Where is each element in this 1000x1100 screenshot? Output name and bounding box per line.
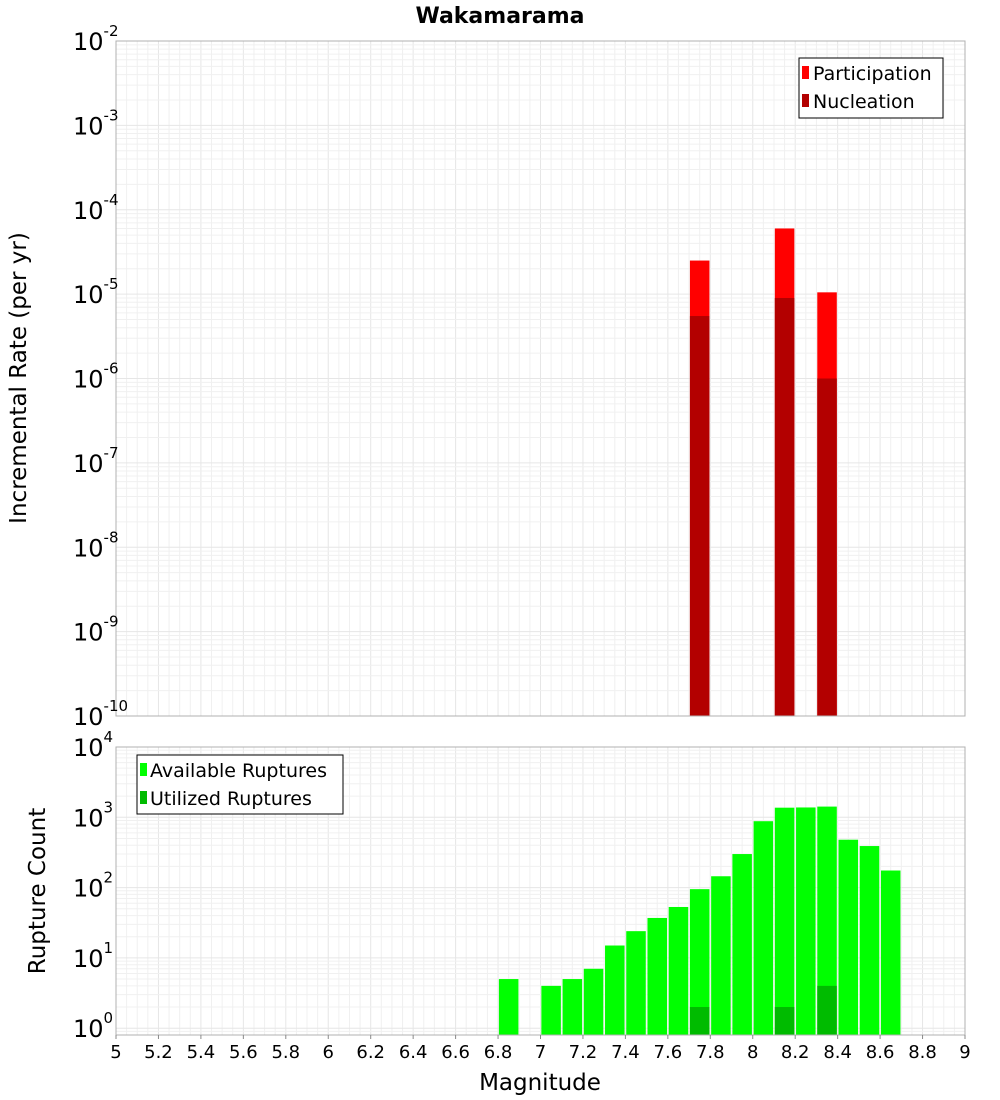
rate-y-axis-label: Incremental Rate (per yr) xyxy=(6,232,32,524)
available-ruptures-bar xyxy=(647,917,668,1035)
rate-y-tick-exponent: -2 xyxy=(104,22,119,40)
rate-legend-box xyxy=(798,57,944,119)
available-ruptures-bar xyxy=(498,979,519,1035)
rate-y-tick-label: 10-9 xyxy=(73,613,119,647)
count-y-tick-exponent: 1 xyxy=(104,939,114,957)
available-ruptures-bar xyxy=(880,870,901,1035)
count-y-tick-exponent: 2 xyxy=(104,869,114,887)
rate-y-tick-exponent: -6 xyxy=(104,360,119,378)
available-ruptures-bar xyxy=(583,968,604,1035)
count-y-tick-label: 102 xyxy=(73,869,113,903)
x-tick-label: 8.6 xyxy=(866,1042,895,1063)
x-tick-label: 6.2 xyxy=(356,1042,385,1063)
x-tick-label: 8.2 xyxy=(781,1042,810,1063)
count-y-tick-label: 104 xyxy=(73,728,113,762)
available-ruptures-bar xyxy=(562,979,583,1035)
count-y-tick-label: 101 xyxy=(73,939,113,973)
available-ruptures-bar xyxy=(668,906,689,1035)
rate-y-tick-label: 10-6 xyxy=(73,360,119,394)
nucleation-legend-label: Nucleation xyxy=(813,91,915,113)
rate-y-tick-label: 10-3 xyxy=(73,106,119,140)
rate-y-tick-label: 10-4 xyxy=(73,191,119,225)
rate-y-tick-exponent: -5 xyxy=(104,275,119,293)
utilized-ruptures-bar xyxy=(689,1007,710,1035)
rate-y-tick-exponent: -3 xyxy=(104,106,119,124)
participation-legend-label: Participation xyxy=(813,63,932,85)
count-legend: Available Ruptures Utilized Ruptures xyxy=(136,754,344,815)
count-y-tick-exponent: 3 xyxy=(104,798,114,816)
available-ruptures-bar xyxy=(711,876,731,1035)
count-y-tick-label: 100 xyxy=(73,1009,113,1043)
count-y-tick-label: 103 xyxy=(73,798,113,832)
rate-bars xyxy=(689,228,837,716)
available-ruptures-bar xyxy=(774,807,795,1035)
x-axis-label: Magnitude xyxy=(479,1070,601,1096)
available-ruptures-bar xyxy=(689,889,710,1035)
nucleation-legend-swatch xyxy=(802,94,809,107)
x-tick-label: 5.8 xyxy=(271,1042,300,1063)
rate-y-tick-label: 10-10 xyxy=(73,697,128,731)
x-tick-label: 7 xyxy=(535,1042,546,1063)
x-tick-label: 8 xyxy=(747,1042,758,1063)
x-tick-label: 7.4 xyxy=(611,1042,640,1063)
rate-plot-frame xyxy=(115,40,966,717)
rate-y-tick-label: 10-7 xyxy=(73,444,119,478)
rate-grid xyxy=(115,40,966,717)
count-bars xyxy=(498,806,901,1035)
count-legend-box xyxy=(136,754,344,815)
rate-y-tick-exponent: -8 xyxy=(104,528,119,546)
rate-y-tick-exponent: -4 xyxy=(104,191,119,209)
utilized-ruptures-bar xyxy=(774,1007,795,1035)
utilized-legend-label: Utilized Ruptures xyxy=(150,788,312,810)
count-y-tick-exponent: 0 xyxy=(104,1009,114,1027)
x-tick-label: 7.2 xyxy=(569,1042,598,1063)
rate-y-tick-exponent: -7 xyxy=(104,444,119,462)
available-ruptures-bar xyxy=(859,846,880,1035)
x-tick-label: 6.4 xyxy=(399,1042,428,1063)
rate-y-tick-label: 10-8 xyxy=(73,528,119,562)
available-ruptures-bar xyxy=(838,839,859,1035)
x-tick-label: 5.2 xyxy=(144,1042,173,1063)
x-tick-label: 7.8 xyxy=(696,1042,725,1063)
utilized-ruptures-bar xyxy=(817,985,837,1035)
x-tick-label: 9 xyxy=(959,1042,970,1063)
nucleation-bar xyxy=(817,378,837,716)
nucleation-bar xyxy=(689,316,710,716)
available-ruptures-bar xyxy=(626,931,646,1035)
available-legend-swatch xyxy=(140,763,147,776)
available-ruptures-bar xyxy=(796,807,816,1035)
x-tick-label: 5 xyxy=(110,1042,121,1063)
nucleation-bar xyxy=(774,297,795,716)
chart-title: Wakamarama xyxy=(415,4,584,29)
available-ruptures-bar xyxy=(753,821,774,1035)
rate-y-tick-exponent: -10 xyxy=(104,697,129,715)
x-axis-ticks: 5 5.2 5.4 5.6 5.8 6 6.2 6.4 6.6 6.8 7 7.2 7.4 7.6 7.8 8… xyxy=(110,1035,971,1063)
x-tick-label: 8.4 xyxy=(823,1042,852,1063)
available-legend-label: Available Ruptures xyxy=(150,760,327,782)
rate-y-tick-label: 10-2 xyxy=(73,22,119,56)
rate-legend: Participation Nucleation xyxy=(798,57,944,119)
available-ruptures-bar xyxy=(732,854,752,1035)
participation-legend-swatch xyxy=(802,66,809,79)
count-y-axis-label: Rupture Count xyxy=(25,808,51,974)
x-tick-label: 6.8 xyxy=(484,1042,513,1063)
count-y-tick-exponent: 4 xyxy=(104,728,114,746)
x-tick-label: 6.6 xyxy=(441,1042,470,1063)
rate-y-tick-exponent: -9 xyxy=(104,613,119,631)
x-tick-label: 6 xyxy=(323,1042,334,1063)
rate-y-tick-label: 10-5 xyxy=(73,275,119,309)
x-tick-label: 5.4 xyxy=(187,1042,216,1063)
utilized-legend-swatch xyxy=(140,791,147,804)
rate-panel: 10-10 10-9 10-8 10-7 10-6 10-5 10-4 10-3 10-2 In… xyxy=(6,22,966,731)
rate-y-ticks: 10-10 10-9 10-8 10-7 10-6 10-5 10-4 10-3 10-2 xyxy=(73,22,128,731)
available-ruptures-bar xyxy=(817,806,837,1035)
available-ruptures-bar xyxy=(541,985,561,1035)
x-tick-label: 8.8 xyxy=(908,1042,937,1063)
x-tick-label: 7.6 xyxy=(654,1042,683,1063)
available-ruptures-bar xyxy=(605,945,625,1035)
x-tick-label: 5.6 xyxy=(229,1042,258,1063)
